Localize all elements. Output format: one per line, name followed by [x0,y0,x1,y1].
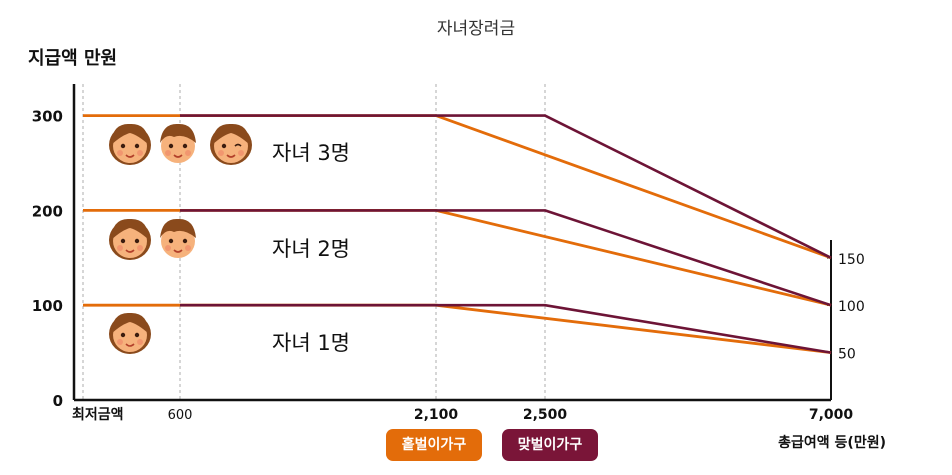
y-tick-label: 0 [53,392,63,410]
legend-single-income[interactable]: 홑벌이가구 [386,429,482,461]
x-tick-label: 7,000 [809,407,854,423]
series-label-1-child: 자녀 1명 [272,331,350,355]
girl-face-icon [109,218,151,260]
x-axis-label: 총급여액 등(만원) [778,435,886,451]
series-label-2-children: 자녀 2명 [272,237,350,261]
dual-income-line [180,303,832,354]
legend-dual-income[interactable]: 맞벌이가구 [502,429,598,461]
y-tick-label: 200 [32,202,63,220]
right-y-tick-label: 100 [838,299,865,315]
single-income-line [83,303,832,354]
x-tick-label: 2,100 [414,407,459,423]
girl-face-icon [109,123,151,165]
boy-face-icon [160,123,196,163]
x-tick-label: 2,500 [523,407,568,423]
x-tick-label: 600 [168,408,193,423]
boy-face-icon [160,218,196,258]
girl-face-icon [109,312,151,354]
dual-income-line [180,114,832,259]
girl-wink-face-icon [210,123,252,165]
x-tick-label: 최저금액 [72,406,124,423]
chart-title: 자녀장려금 [436,19,516,39]
single-income-line [83,208,832,307]
series-label-3-children: 자녀 3명 [272,141,350,165]
y-tick-label: 300 [32,108,63,126]
right-y-tick-label: 150 [838,252,865,268]
dual-income-line [180,209,832,307]
y-tick-label: 100 [32,297,63,315]
right-y-tick-label: 50 [838,347,856,363]
y-axis-label: 지급액 만원 [28,48,118,69]
